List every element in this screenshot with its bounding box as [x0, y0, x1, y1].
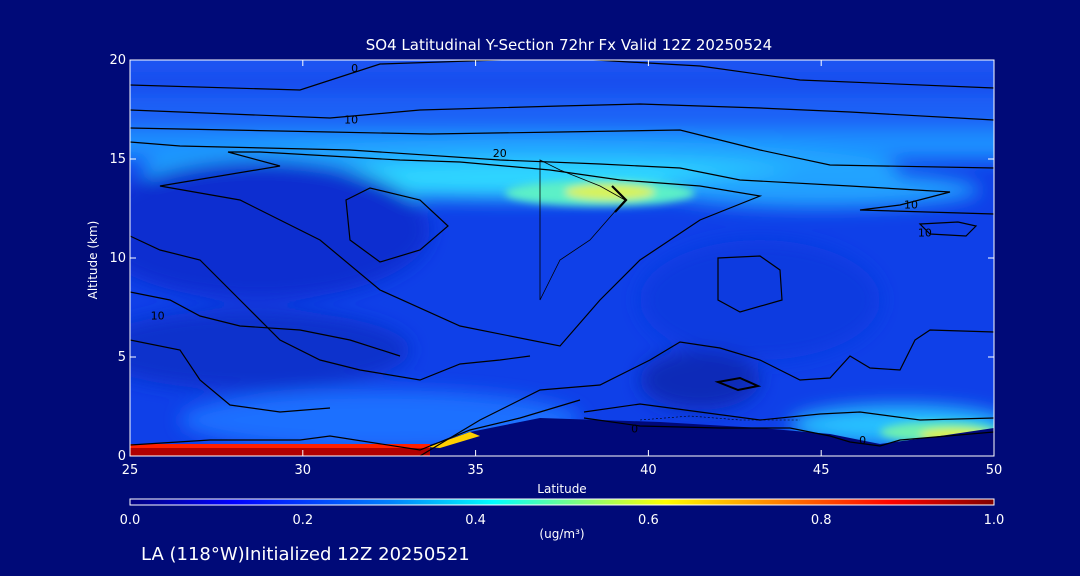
- contour-label: 0: [859, 434, 866, 447]
- colorbar-unit: (ug/m³): [539, 527, 585, 541]
- y-tick-label: 20: [109, 53, 126, 68]
- colorbar-tick-label: 0.6: [638, 513, 659, 528]
- colorbar-tick-label: 0.8: [811, 513, 832, 528]
- x-tick-label: 25: [122, 463, 139, 478]
- y-tick-label: 0: [118, 449, 126, 464]
- y-tick-label: 5: [118, 350, 126, 365]
- y-axis: 0 5 10 15 20: [109, 53, 994, 464]
- y-axis-label: Altitude (km): [86, 220, 100, 300]
- x-axis-label: Latitude: [537, 482, 587, 496]
- contour-label: 10: [918, 226, 932, 239]
- x-tick-label: 45: [813, 463, 830, 478]
- colorbar: [129, 498, 995, 506]
- x-tick-label: 50: [986, 463, 1003, 478]
- colorbar-tick-label: 0.2: [292, 513, 313, 528]
- contour-label: 0: [631, 422, 638, 435]
- contour-label: 10: [904, 199, 918, 212]
- x-tick-label: 40: [640, 463, 657, 478]
- x-tick-label: 30: [295, 463, 312, 478]
- heatmap-field: [130, 60, 994, 456]
- colorbar-tick-label: 0.4: [465, 513, 486, 528]
- contour-labels: 10 20 10 10 10 0 0 0: [151, 62, 932, 447]
- contour-label: 20: [493, 147, 507, 160]
- x-axis: 25 30 35 40 45 50: [122, 60, 1003, 478]
- contour-label: 10: [151, 309, 165, 322]
- y-tick-label: 15: [109, 152, 126, 167]
- contour-label: 10: [344, 113, 358, 126]
- contour-lines: [130, 60, 994, 456]
- x-tick-label: 35: [467, 463, 484, 478]
- colorbar-tick-label: 0.0: [120, 513, 141, 528]
- colorbar-ticks: 0.0 0.2 0.4 0.6 0.8 1.0: [120, 513, 1005, 528]
- colorbar-tick-label: 1.0: [984, 513, 1005, 528]
- chart-title: SO4 Latitudinal Y-Section 72hr Fx Valid …: [365, 36, 773, 54]
- contour-label: 0: [351, 62, 358, 75]
- y-tick-label: 10: [109, 251, 126, 266]
- footer-text: LA (118°W)Initialized 12Z 20250521: [141, 544, 470, 565]
